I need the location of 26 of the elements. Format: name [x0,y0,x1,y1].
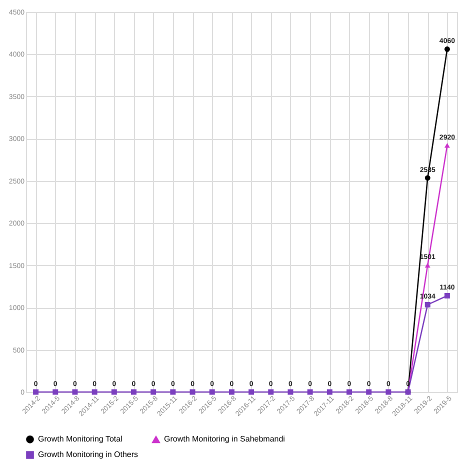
point [268,389,274,395]
point [111,389,117,395]
point [386,389,392,395]
point [346,389,352,395]
point [190,389,196,395]
point [52,389,58,395]
point [228,389,234,395]
point [131,389,136,395]
point [248,389,254,395]
legend-label: Growth Monitoring in Others [38,450,138,459]
point [72,389,78,395]
point [170,389,176,395]
point [424,175,430,181]
point [424,302,430,308]
point [209,389,215,395]
point [150,389,156,395]
legend-label: Growth Monitoring in Sahebmandi [164,434,286,444]
legend-label: Growth Monitoring Total [38,434,123,444]
point [366,389,372,395]
point [288,389,294,395]
point [444,46,450,52]
point [33,389,39,395]
point [444,292,450,298]
point [326,389,332,395]
point [92,389,98,395]
point [307,389,313,395]
